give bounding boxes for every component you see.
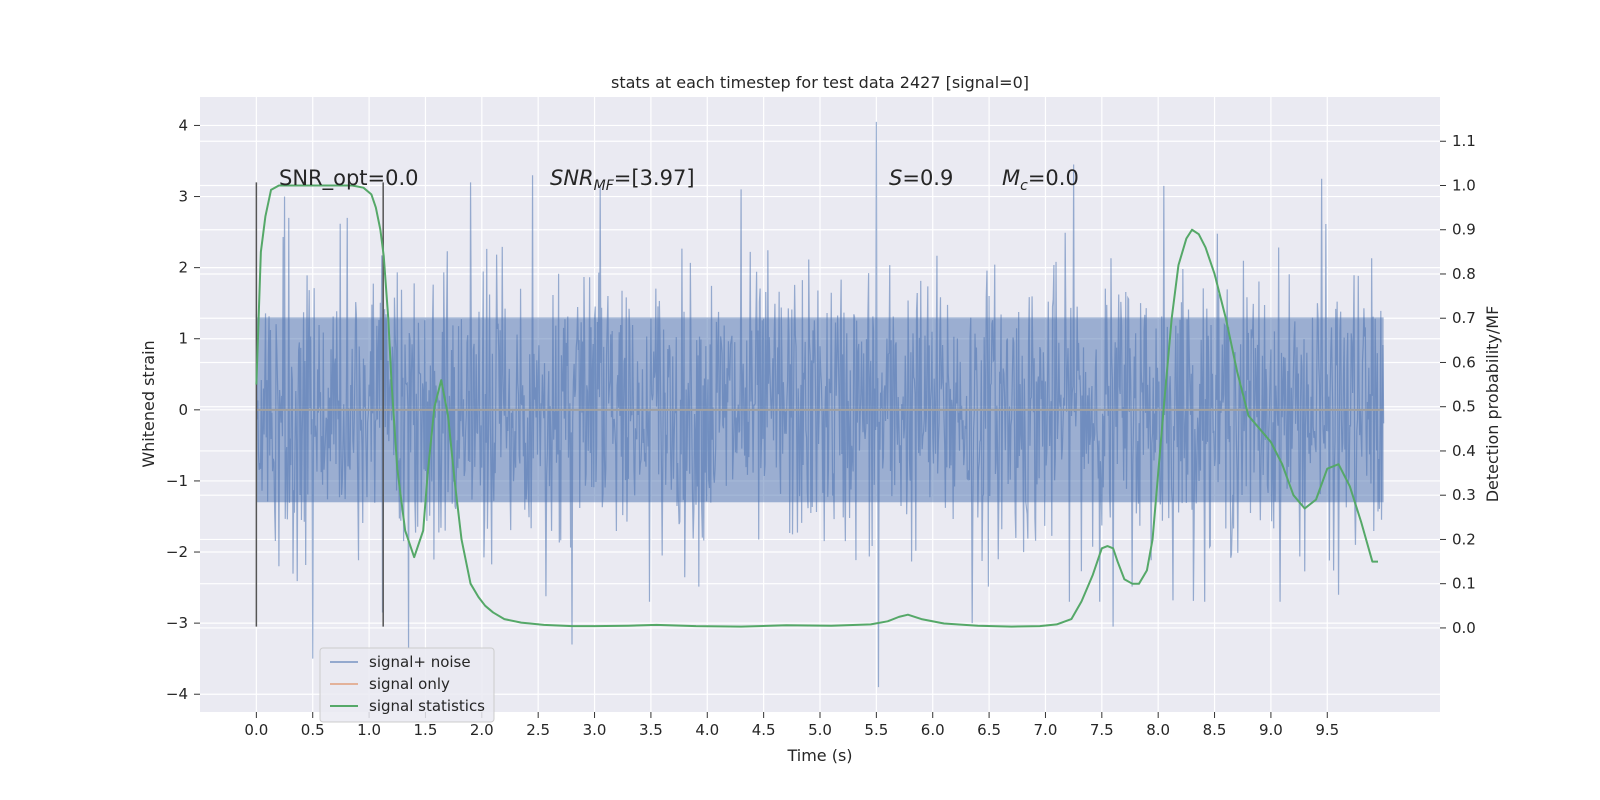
y2-tick-label-7: 0.4: [1452, 442, 1476, 460]
x-tick-label-5: 2.5: [526, 721, 550, 739]
y2-tick-label-5: 0.6: [1452, 353, 1476, 371]
x-tick-label-13: 6.5: [977, 721, 1001, 739]
annotation-mc: Mc=0.0: [1002, 166, 1079, 194]
x-tick-label-8: 4.0: [695, 721, 719, 739]
y2-ticks: 1.1 1.0 0.9 0.8 0.7 0.6 0.5 0.4 0.3 0.2 0.1 0.0: [1440, 132, 1476, 637]
y2-tick-label-0: 1.1: [1452, 132, 1476, 150]
x-tick-label-10: 5.0: [808, 721, 832, 739]
legend-label-signal-only: signal only: [369, 675, 450, 693]
y-tick-label-3: 1: [178, 330, 188, 348]
y2-tick-label-3: 0.8: [1452, 265, 1476, 283]
series-signal-statistics: [255, 184, 1378, 628]
annotation-snr-mf-sub: MF: [594, 178, 615, 194]
y2-tick-label-9: 0.2: [1452, 530, 1476, 548]
x-tick-label-14: 7.0: [1034, 721, 1058, 739]
y2-tick-label-8: 0.3: [1452, 486, 1476, 504]
y-tick-label-8: −4: [166, 685, 188, 703]
y2-tick-label-2: 0.9: [1452, 221, 1476, 239]
annotation-mc-value: =0.0: [1028, 166, 1079, 190]
x-axis-label: Time (s): [786, 746, 852, 765]
annotation-snr-opt: SNR_opt=0.0: [279, 166, 419, 191]
x-tick-label-0: 0.0: [244, 721, 268, 739]
x-tick-label-2: 1.0: [357, 721, 381, 739]
x-tick-label-7: 3.5: [639, 721, 663, 739]
legend-box: [319, 647, 495, 723]
y2-tick-label-10: 0.1: [1452, 575, 1476, 593]
y2-axis-label: Detection probability/MF: [1483, 306, 1502, 503]
x-tick-label-11: 5.5: [864, 721, 888, 739]
y2-tick-label-4: 0.7: [1452, 309, 1476, 327]
y-tick-label-5: −1: [166, 472, 188, 490]
x-tick-label-18: 9.0: [1259, 721, 1283, 739]
x-tick-label-4: 2.0: [470, 721, 494, 739]
x-tick-label-17: 8.5: [1203, 721, 1227, 739]
annotation-s-value: =0.9: [902, 166, 953, 190]
legend-label-signal-statistics: signal statistics: [369, 697, 485, 715]
annotation-s: S=0.9: [889, 166, 953, 190]
y-tick-label-0: 4: [178, 116, 188, 134]
y-tick-label-1: 3: [178, 188, 188, 206]
x-tick-label-19: 9.5: [1315, 721, 1339, 739]
x-tick-label-3: 1.5: [414, 721, 438, 739]
y2-tick-label-6: 0.5: [1452, 398, 1476, 416]
annotation-mc-sub: c: [1020, 178, 1028, 194]
chart-title: stats at each timestep for test data 242…: [611, 73, 1029, 92]
legend-label-signal-noise: signal+ noise: [369, 653, 471, 671]
x-tick-label-15: 7.5: [1090, 721, 1114, 739]
annotation-snr-mf-base: SNR: [550, 166, 594, 190]
signal-noise-line: [255, 121, 1385, 688]
annotation-s-var: S: [889, 166, 902, 190]
x-ticks: 0.0 0.5 1.0 1.5 2.0 2.5 3.0 3.5 4.0 4.5 5.0 5.5 6.0 6…: [244, 712, 1339, 739]
y2-tick-label-1: 1.0: [1452, 176, 1476, 194]
annotation-snr-mf-value: =[3.97]: [614, 166, 695, 190]
annotation-snr-mf: SNRMF=[3.97]: [550, 166, 695, 194]
annotation-mc-base: M: [1002, 166, 1020, 190]
signal-statistics-line: [255, 184, 1378, 628]
y-axis-label: Whitened strain: [139, 340, 158, 467]
y2-tick-label-11: 0.0: [1452, 619, 1476, 637]
legend: signal+ noise signal only signal statist…: [319, 647, 495, 723]
y-tick-label-6: −2: [166, 543, 188, 561]
y-tick-label-7: −3: [166, 614, 188, 632]
x-tick-label-16: 8.0: [1146, 721, 1170, 739]
y-tick-label-4: 0: [178, 401, 188, 419]
x-tick-label-12: 6.0: [921, 721, 945, 739]
y-ticks: 4 3 2 1 0 −1 −2 −3 −4: [166, 116, 200, 703]
x-tick-label-1: 0.5: [301, 721, 325, 739]
x-tick-label-9: 4.5: [752, 721, 776, 739]
x-tick-label-6: 3.0: [583, 721, 607, 739]
y-tick-label-2: 2: [178, 259, 188, 277]
